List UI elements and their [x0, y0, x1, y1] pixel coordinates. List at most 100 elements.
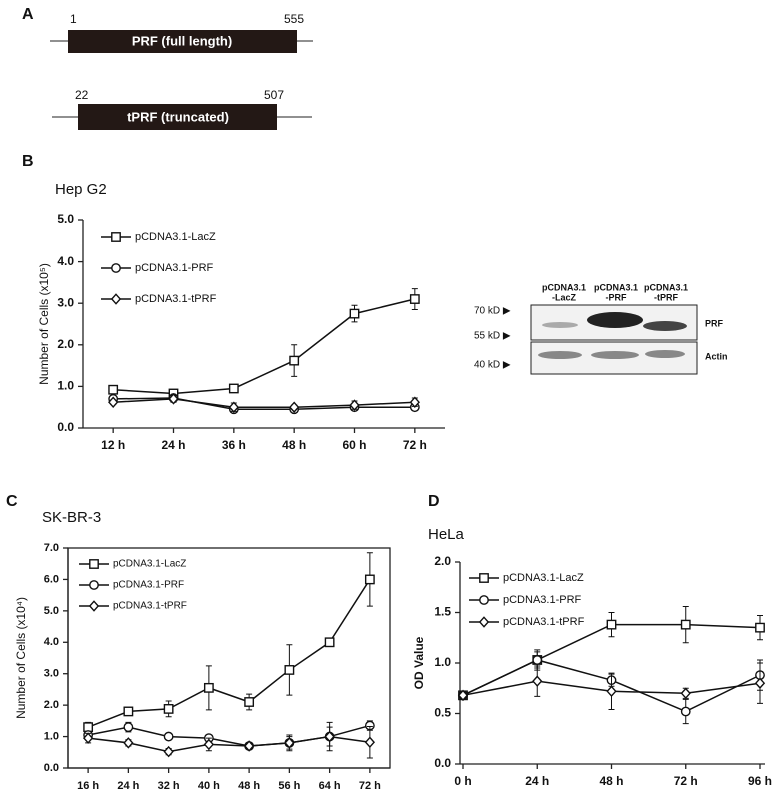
x-tick-label: 36 h [222, 438, 246, 452]
y-tick-label: 0.5 [434, 706, 451, 720]
x-tick-label: 72 h [674, 774, 698, 788]
data-point [409, 396, 420, 408]
y-axis-label: Number of Cells (x10⁵) [37, 263, 51, 385]
x-tick-label: 24 h [161, 438, 185, 452]
series-line [113, 397, 415, 411]
data-point [532, 655, 543, 665]
band [643, 321, 687, 331]
x-tick-label: 48 h [599, 774, 623, 788]
data-point [680, 687, 691, 700]
data-point [324, 730, 335, 743]
legend-label: pCDNA3.1-tPRF [135, 293, 217, 305]
x-tick-label: 64 h [319, 780, 341, 792]
y-axis-label: OD Value [412, 636, 426, 689]
data-point [203, 682, 214, 693]
data-point [364, 574, 375, 585]
lane-label: -PRF [606, 292, 627, 302]
size-marker: 55 kD ▶ [474, 331, 511, 342]
data-point [168, 393, 179, 405]
legend-label: pCDNA3.1-tPRF [113, 601, 187, 612]
y-tick-label: 1.5 [434, 605, 451, 619]
data-point [163, 745, 174, 758]
legend-label: pCDNA3.1-tPRF [503, 616, 585, 628]
series-line [87, 579, 371, 728]
panel-letter: D [428, 493, 440, 510]
x-tick-label: 32 h [158, 780, 180, 792]
construct-box [78, 104, 277, 130]
data-point [606, 685, 617, 698]
band-label: PRF [705, 318, 724, 328]
lane-label: pCDNA3.1 [594, 282, 638, 292]
legend-label: pCDNA3.1-LacZ [503, 572, 584, 584]
data-point [289, 401, 300, 413]
data-point [349, 308, 360, 319]
data-point [108, 384, 119, 395]
x-tick-label: 24 h [525, 774, 549, 788]
data-point [228, 401, 239, 413]
legend-label: pCDNA3.1-PRF [503, 594, 582, 606]
residue-label: 22 [75, 88, 89, 102]
x-tick-label: 72 h [359, 780, 381, 792]
chart-title: Hep G2 [55, 181, 107, 198]
legend-marker [479, 573, 489, 583]
data-point [680, 619, 691, 630]
y-axis-label: Number of Cells (x10⁴) [14, 597, 28, 719]
legend-label: pCDNA3.1-PRF [113, 580, 184, 591]
y-tick-label: 2.0 [44, 699, 59, 711]
y-tick-label: 1.0 [44, 730, 59, 742]
x-tick-label: 48 h [282, 438, 306, 452]
y-tick-label: 0.0 [57, 420, 74, 434]
western-blot: pCDNA3.1 -LacZ pCDNA3.1 -PRF pCDNA3.1 -t… [474, 282, 728, 375]
y-tick-label: 2.0 [57, 337, 74, 351]
size-marker: 70 kD ▶ [474, 306, 511, 317]
band [645, 350, 685, 358]
residue-label: 507 [264, 88, 284, 102]
data-point [123, 722, 134, 733]
band [538, 351, 582, 359]
data-point [284, 665, 295, 675]
data-point [228, 383, 239, 394]
data-point [532, 675, 543, 687]
data-point [284, 737, 295, 749]
x-tick-label: 48 h [238, 780, 260, 792]
lane-label: -LacZ [552, 292, 577, 302]
lane-label: pCDNA3.1 [542, 282, 586, 292]
chart-title: SK-BR-3 [42, 509, 101, 526]
legend-label: pCDNA3.1-LacZ [135, 231, 216, 243]
y-tick-label: 3.0 [57, 295, 74, 309]
residue-label: 555 [284, 12, 304, 26]
x-tick-label: 0 h [454, 774, 471, 788]
panel-letter: C [6, 493, 18, 510]
y-tick-label: 0.0 [434, 756, 451, 770]
band [591, 351, 639, 359]
data-point [755, 622, 765, 633]
construct-box [68, 30, 297, 53]
legend-marker [88, 600, 100, 612]
y-tick-label: 0.0 [44, 762, 59, 774]
chart-title: HeLa [428, 526, 465, 543]
y-tick-label: 1.0 [57, 379, 74, 393]
data-point [457, 689, 469, 702]
x-tick-label: 56 h [278, 780, 300, 792]
x-tick-label: 16 h [77, 780, 99, 792]
x-tick-label: 96 h [748, 774, 772, 788]
band [542, 322, 578, 328]
x-tick-label: 12 h [101, 438, 125, 452]
band [587, 312, 643, 328]
panel-letter: A [22, 6, 34, 23]
data-point [123, 706, 134, 717]
lane-label: pCDNA3.1 [644, 282, 688, 292]
lane-label: -tPRF [654, 292, 678, 302]
band-label: Actin [705, 351, 728, 361]
construct-label: PRF (full length) [132, 33, 232, 48]
y-tick-label: 2.0 [434, 554, 451, 568]
legend-marker [110, 293, 122, 305]
x-tick-label: 24 h [117, 780, 139, 792]
series-line [113, 298, 416, 395]
construct-label: tPRF (truncated) [127, 109, 229, 124]
y-tick-label: 4.0 [44, 636, 59, 648]
data-point [364, 736, 376, 748]
legend-marker [89, 580, 99, 590]
y-tick-label: 3.0 [44, 668, 59, 680]
